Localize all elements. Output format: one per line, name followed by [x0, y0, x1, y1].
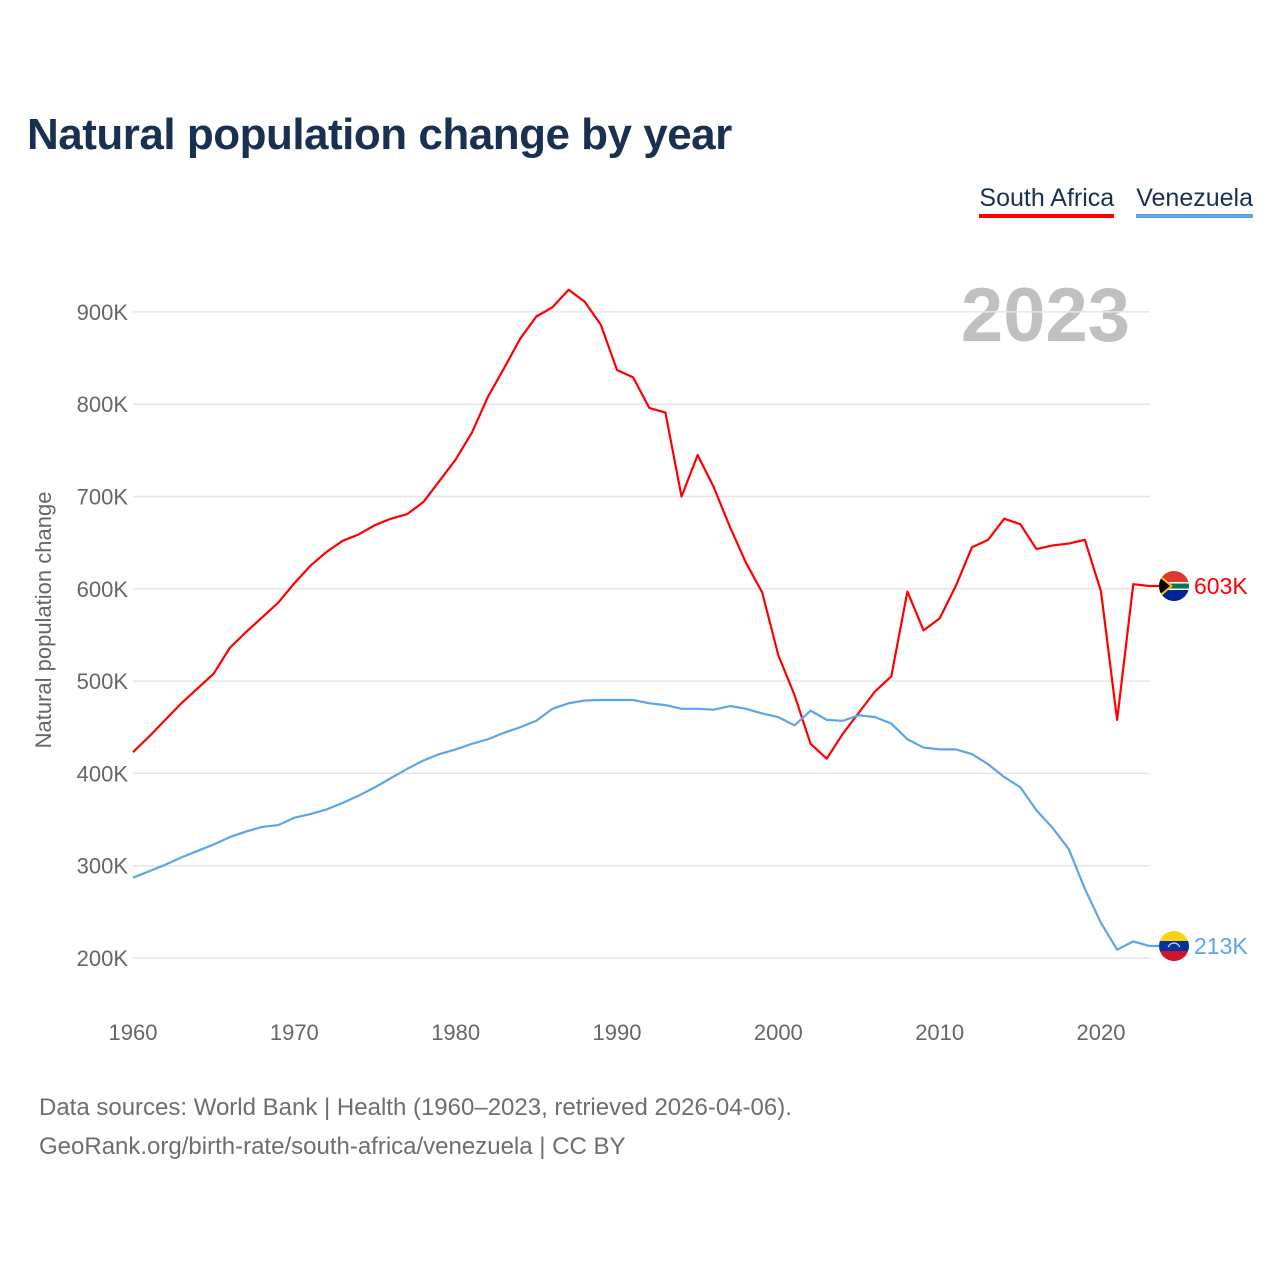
flag-body: [1159, 931, 1189, 962]
y-tick-label: 200K: [77, 946, 129, 971]
y-tick-label: 500K: [77, 669, 129, 694]
flag-icon-south-africa: [1159, 571, 1189, 602]
x-tick-label: 2020: [1077, 1020, 1126, 1045]
y-tick-label: 300K: [77, 854, 129, 879]
flag-star: [1174, 942, 1176, 944]
flag-blue: [1159, 941, 1189, 952]
flag-red: [1159, 951, 1189, 962]
year-watermark: 2023: [961, 273, 1130, 358]
chart-title: Natural population change by year: [27, 110, 732, 159]
y-tick-label: 700K: [77, 485, 129, 510]
x-tick-label: 2010: [915, 1020, 964, 1045]
flag-star: [1172, 942, 1174, 944]
x-tick-label: 2000: [754, 1020, 803, 1045]
x-tick-label: 1970: [270, 1020, 319, 1045]
end-value-label-venezuela: 213K: [1194, 933, 1248, 959]
flag-star: [1170, 942, 1173, 945]
flag-body: [1159, 571, 1189, 602]
y-axis-label: Natural population change: [31, 492, 56, 749]
flag-star: [1167, 945, 1170, 948]
flag-star: [1168, 943, 1171, 946]
series-line-venezuela: [132, 698, 1150, 951]
x-tick-label: 1980: [431, 1020, 480, 1045]
series-line-south-africa: [132, 288, 1150, 760]
x-tick-label: 1990: [593, 1020, 642, 1045]
legend: South Africa Venezuela: [979, 184, 1253, 218]
footer: Data sources: World Bank | Health (1960–…: [39, 1088, 792, 1166]
x-tick-label: 1960: [109, 1020, 158, 1045]
legend-venezuela[interactable]: Venezuela: [1136, 184, 1253, 218]
y-tick-label: 600K: [77, 577, 129, 602]
flag-icon-venezuela: [1159, 931, 1189, 962]
end-value-label-south-africa: 603K: [1194, 573, 1248, 599]
y-tick-label: 400K: [77, 761, 129, 786]
flag-black: [1159, 577, 1170, 596]
y-tick-label: 800K: [77, 392, 129, 417]
flag-star: [1178, 945, 1181, 948]
data-source-text: Data sources: World Bank | Health (1960–…: [39, 1094, 792, 1121]
flag-star: [1177, 943, 1180, 946]
legend-south-africa[interactable]: South Africa: [979, 184, 1115, 218]
attribution-link[interactable]: GeoRank.org/birth-rate/south-africa/vene…: [39, 1133, 626, 1160]
y-tick-label: 900K: [77, 300, 129, 325]
flag-yellow: [1159, 931, 1189, 942]
flag-star: [1175, 942, 1178, 945]
flag-green: [1159, 583, 1189, 589]
